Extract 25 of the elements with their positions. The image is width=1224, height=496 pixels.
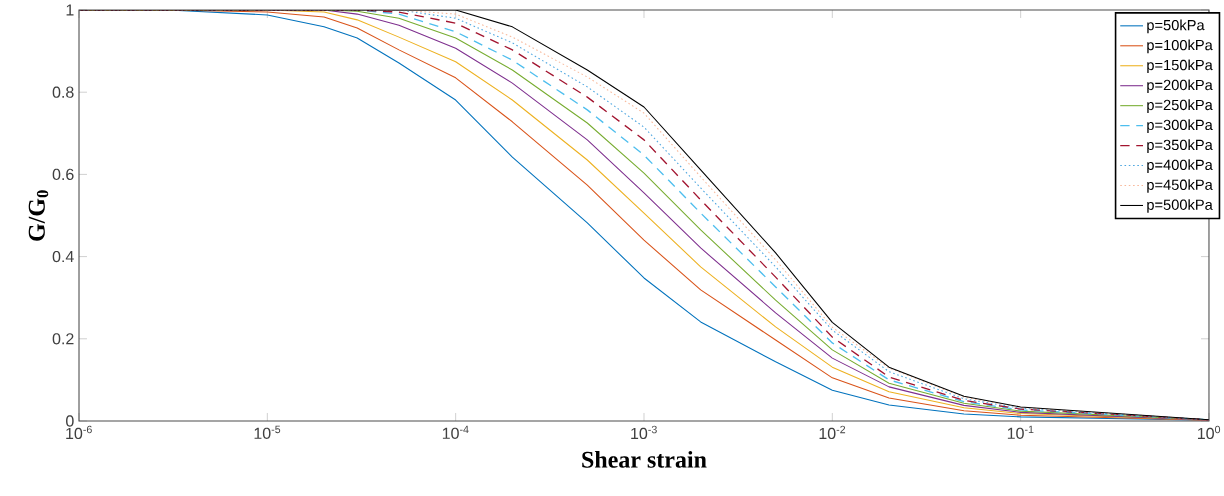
x-tick-label: 10$^{-1}$ xyxy=(1007,425,1034,439)
legend-label: p=400kPa xyxy=(1147,159,1213,173)
y-tick-label: 0.2 xyxy=(52,333,74,345)
x-tick-label: 10$^{-5}$ xyxy=(254,425,281,439)
x-axis-title: Shear strain xyxy=(582,450,707,468)
x-tick-label: 10$^{-4}$ xyxy=(442,425,469,439)
x-tick-label: 10$^{-2}$ xyxy=(819,425,846,440)
legend-label: p=200kPa xyxy=(1147,79,1213,94)
x-tick-label: 10$^{-6}$ xyxy=(66,425,92,440)
x-tick-label: 10$^{0}$ xyxy=(1197,425,1221,440)
legend-label: p=450kPa xyxy=(1147,179,1213,193)
legend-label: p=500kPa xyxy=(1147,199,1213,213)
legend-label: p=350kPa xyxy=(1147,139,1213,153)
legend-label: p=250kPa xyxy=(1147,99,1213,114)
y-tick-label: 1 xyxy=(66,4,74,16)
legend-label: p=150kPa xyxy=(1147,59,1213,74)
legend-label: p=100kPa xyxy=(1147,39,1213,54)
legend-label: p=300kPa xyxy=(1147,119,1213,133)
y-tick-label: 0 xyxy=(66,415,74,427)
legend-label: p=50kPa xyxy=(1147,19,1205,34)
y-tick-label: 0.8 xyxy=(52,86,74,98)
y-tick-label: 0.6 xyxy=(52,168,74,181)
y-axis-title: G/G$_{0}$ xyxy=(28,190,49,241)
y-tick-label: 0.4 xyxy=(52,250,74,263)
x-tick-label: 10$^{-3}$ xyxy=(631,425,657,440)
